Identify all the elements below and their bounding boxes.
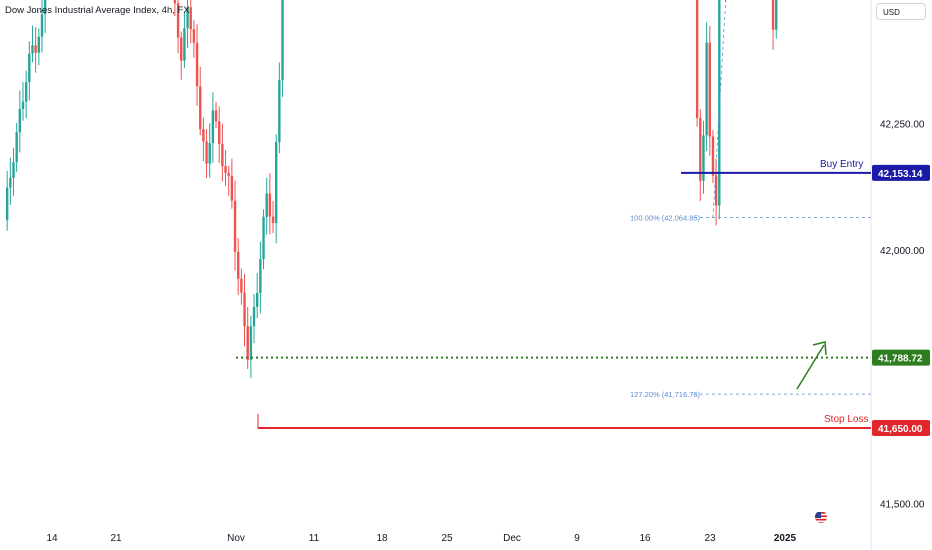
candle-body (186, 7, 189, 29)
us-flag-icon (815, 511, 827, 523)
buy-entry-label: Buy Entry (820, 159, 863, 170)
x-tick-label: 21 (110, 533, 122, 544)
y-tick-label: 42,000.00 (880, 246, 925, 257)
candle-body (18, 109, 22, 133)
fib-127-label: 127.20% (41,716.76) (630, 390, 701, 399)
candle-body (243, 292, 246, 327)
x-tick-label: Dec (503, 533, 521, 544)
price-tags: 43,042.3442,551.1042,153.1441,788.7241,6… (872, 164, 930, 436)
candle-body (268, 193, 272, 217)
candle-body (205, 141, 208, 164)
candle-body (12, 162, 15, 178)
candle-body (281, 0, 284, 81)
candle-body (262, 216, 265, 260)
x-tick-label: 11 (309, 533, 320, 544)
candle-body (771, 0, 775, 30)
candle-body (705, 42, 708, 136)
candle-body (180, 37, 183, 61)
y-tick-label: 41,500.00 (880, 500, 925, 511)
candle-body (15, 132, 18, 163)
candle-body (233, 200, 237, 252)
candle-body (695, 0, 699, 119)
currency-button[interactable]: USD (876, 3, 926, 20)
candle-body (192, 29, 196, 43)
support-price-tag-bg (872, 349, 930, 366)
stop-loss-price-tag-bg (872, 419, 930, 436)
fib-100-label: 100.00% (42,064.85) (630, 214, 701, 223)
y-tick-label: 42,250.00 (880, 119, 925, 130)
candle-body (189, 7, 192, 30)
candle-body (176, 3, 180, 38)
candle-body (237, 251, 240, 279)
candle-body (230, 175, 234, 201)
x-tick-label: 18 (376, 533, 388, 544)
candle-body (711, 136, 715, 176)
candle-body (214, 110, 218, 122)
candle-body (218, 121, 221, 144)
candle-body (699, 118, 702, 181)
x-tick-label: Nov (227, 533, 245, 544)
candle-body (256, 293, 259, 307)
buy-entry-price-tag: 42,153.14 (878, 169, 923, 180)
candle-body (31, 45, 34, 54)
stop-loss-label: Stop Loss (824, 414, 868, 425)
candle-body (208, 143, 211, 164)
candle-body (183, 28, 186, 61)
candle-body (714, 175, 718, 206)
candle-body (224, 165, 227, 173)
candle-body (202, 129, 205, 142)
candle-body (775, 0, 778, 30)
candle-body (195, 42, 199, 87)
candle-body (199, 86, 202, 130)
candle-body (274, 142, 278, 223)
x-tick-label: 25 (441, 533, 453, 544)
candle-body (259, 259, 262, 294)
candle-body (227, 172, 230, 176)
x-tick-label: 14 (46, 533, 58, 544)
candle-body (28, 53, 31, 83)
candle-body (278, 80, 281, 143)
buy-entry-price-tag-bg (872, 164, 930, 181)
candle-body (702, 135, 705, 181)
candle-body (252, 306, 256, 327)
candle-body (40, 14, 44, 37)
candle-body (9, 177, 12, 188)
candle-body (5, 187, 9, 221)
x-tick-label: 9 (574, 533, 580, 544)
candle-body (221, 143, 224, 166)
x-axis-ticks: 14 21 Nov 11 18 25 Dec 9 16 23 2025 (46, 533, 796, 544)
candle-body (37, 36, 41, 53)
target-arrow-head (812, 341, 827, 356)
candle-body (43, 0, 47, 15)
candle-body (246, 326, 249, 360)
stop-loss-price-tag: 41,650.00 (878, 424, 923, 435)
candle-body (240, 278, 243, 293)
candle-body (34, 45, 37, 53)
candle-body (173, 0, 177, 4)
candle-body (271, 216, 275, 223)
candle-body (211, 110, 215, 144)
candle-body (21, 101, 25, 110)
support-price-tag: 41,788.72 (878, 354, 923, 365)
x-tick-label: 16 (639, 533, 651, 544)
candle-body (708, 42, 711, 137)
candle-body (249, 326, 253, 360)
fib-trend-line (712, 0, 727, 218)
candle-body (24, 82, 28, 102)
x-tick-label: 2025 (774, 533, 797, 544)
x-tick-label: 23 (704, 533, 716, 544)
target-arrow (796, 344, 825, 390)
chart-title: Dow Jones Industrial Average Index, 4h, … (5, 5, 190, 16)
y-axis-ticks: 45,250.0045,000.0044,750.0044,500.0044,2… (880, 119, 925, 511)
candle-body (265, 193, 268, 217)
overlay: 0.00% (43,344.59)100.00% (42,064.85)127.… (236, 0, 871, 429)
